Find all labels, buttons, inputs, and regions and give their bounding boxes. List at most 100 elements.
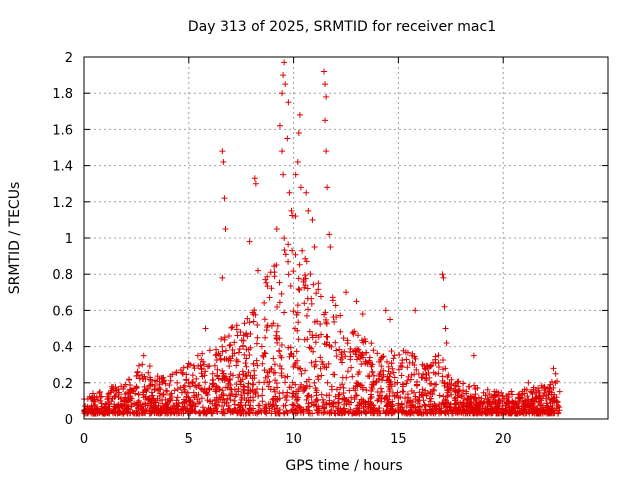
data-point (213, 346, 220, 353)
data-point (146, 382, 153, 389)
data-point (542, 386, 549, 393)
data-point (296, 111, 303, 118)
data-point (397, 362, 404, 369)
data-point (169, 371, 176, 378)
data-point (147, 376, 154, 383)
x-tick-labels: 0 5 10 15 20 (80, 432, 512, 447)
data-point (352, 382, 359, 389)
data-point (276, 299, 283, 306)
data-point (404, 364, 411, 371)
data-point (335, 400, 342, 407)
data-point (524, 393, 531, 400)
data-point (548, 396, 555, 403)
data-point (237, 378, 244, 385)
data-point (216, 394, 223, 401)
data-point (118, 402, 125, 409)
data-point (441, 401, 448, 408)
data-point (323, 333, 330, 340)
data-point (238, 394, 245, 401)
data-point (465, 404, 472, 411)
data-point (385, 368, 392, 375)
data-point (135, 399, 142, 406)
data-point (526, 408, 533, 415)
data-point (324, 409, 331, 416)
data-point (396, 366, 403, 373)
data-point (330, 400, 337, 407)
data-point (241, 320, 248, 327)
data-point (187, 408, 194, 415)
data-point (311, 379, 318, 386)
data-point (402, 395, 409, 402)
data-point (361, 409, 368, 416)
data-point (88, 395, 95, 402)
y-tick-label: 1.6 (52, 123, 73, 138)
data-point (214, 366, 221, 373)
data-point (290, 353, 297, 360)
data-point (131, 410, 138, 417)
data-point (556, 407, 563, 414)
data-point (206, 347, 213, 354)
data-point (345, 409, 352, 416)
data-point (445, 372, 452, 379)
data-point (228, 324, 235, 331)
data-point (245, 398, 252, 405)
data-point (294, 309, 301, 316)
data-point (484, 410, 491, 417)
data-point (109, 385, 116, 392)
data-point (407, 410, 414, 417)
data-point (353, 298, 360, 305)
data-point (178, 389, 185, 396)
data-point (326, 231, 333, 238)
data-point (393, 392, 400, 399)
data-point (211, 362, 218, 369)
data-point (555, 402, 562, 409)
data-point (216, 386, 223, 393)
data-point (519, 408, 526, 415)
data-point (427, 403, 434, 410)
data-point (241, 351, 248, 358)
data-point (543, 395, 550, 402)
data-point (245, 387, 252, 394)
data-point (384, 373, 391, 380)
data-point (441, 379, 448, 386)
data-point (246, 319, 253, 326)
data-point (347, 356, 354, 363)
data-point (438, 407, 445, 414)
data-point (505, 410, 512, 417)
data-point (359, 386, 366, 393)
data-point (337, 312, 344, 319)
data-point (284, 409, 291, 416)
data-point (549, 397, 556, 404)
data-point (242, 360, 249, 367)
data-point (187, 383, 194, 390)
data-point (166, 382, 173, 389)
data-point (482, 392, 489, 399)
data-point (405, 373, 412, 380)
data-point (290, 402, 297, 409)
data-point (284, 135, 291, 142)
data-point (187, 398, 194, 405)
data-point (135, 362, 142, 369)
data-point (114, 405, 121, 412)
data-point (546, 410, 553, 417)
data-point (489, 406, 496, 413)
data-point (252, 410, 259, 417)
data-point (352, 347, 359, 354)
data-point (313, 387, 320, 394)
data-point (204, 363, 211, 370)
data-point (219, 348, 226, 355)
data-point (320, 68, 327, 75)
data-point (519, 395, 526, 402)
x-axis-label: GPS time / hours (285, 458, 402, 474)
data-point (109, 410, 116, 417)
data-point (398, 372, 405, 379)
data-point (431, 387, 438, 394)
data-point (412, 404, 419, 411)
data-point (182, 407, 189, 414)
data-point (92, 410, 99, 417)
data-point (340, 335, 347, 342)
data-point (287, 282, 294, 289)
data-point (256, 402, 263, 409)
data-point (214, 408, 221, 415)
data-point (229, 324, 236, 331)
